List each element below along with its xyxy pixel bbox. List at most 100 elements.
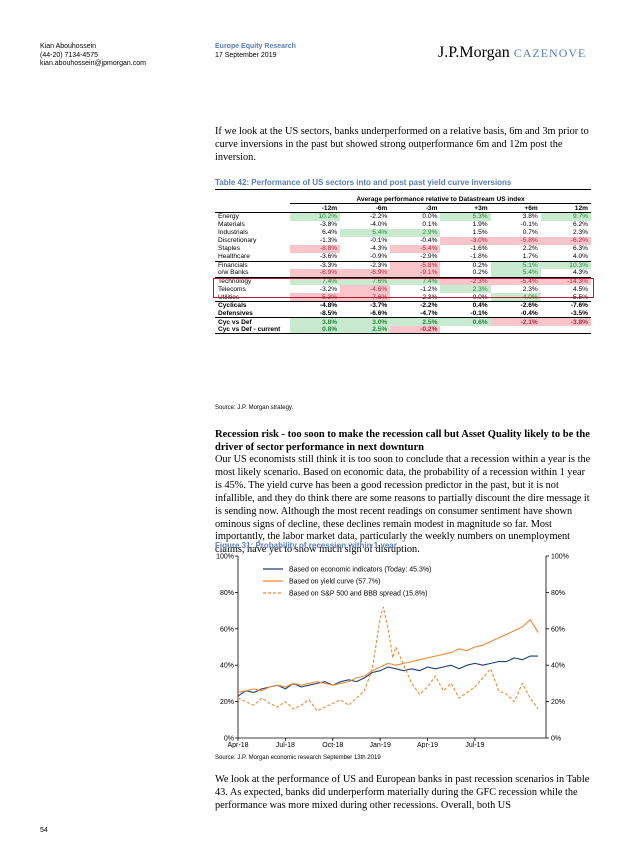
table-cell: -3.6% bbox=[319, 253, 338, 261]
table-cell: 3.8% bbox=[522, 213, 538, 221]
table-cell: -6.2% bbox=[540, 236, 591, 245]
table-cell: 4.5% bbox=[572, 285, 588, 293]
table-cell bbox=[490, 325, 541, 335]
table42-col-header: -6m bbox=[340, 204, 391, 213]
table-cell: 0.2% bbox=[472, 269, 488, 277]
table-row: Discretionary -1.3% -0.1% -0.4% -3.0% -5.8% -6… bbox=[215, 236, 591, 245]
table-cell: 1.5% bbox=[472, 229, 488, 237]
table-cell: 4.0% bbox=[572, 253, 588, 261]
table-row: Financials -3.3% -2.3% -5.8% 0.2% 5.1% 10.3% bbox=[215, 260, 591, 270]
row-label: Financials bbox=[215, 260, 290, 270]
table-cell: 9.7% bbox=[540, 212, 591, 221]
table-cell: -9.1% bbox=[390, 269, 441, 278]
table-cell: -0.9% bbox=[370, 253, 388, 261]
table42-header-row: -12m -6m -3m +3m +6m 12m bbox=[215, 204, 591, 213]
table-cell: 0.1% bbox=[422, 221, 438, 229]
table-cell: 6.2% bbox=[572, 221, 588, 229]
y-tick-label-right: 0% bbox=[551, 736, 561, 743]
table-cell: -4.0% bbox=[370, 221, 388, 229]
table-cell: 3.8% bbox=[289, 317, 341, 326]
table-cell: -2.3% bbox=[340, 260, 391, 270]
logo-sub: CAZENOVE bbox=[513, 46, 587, 60]
table-row: Defensives -8.5% -6.6% -4.7% -0.1% -0.4% -3.5% bbox=[215, 310, 591, 318]
economic-indicators-line bbox=[237, 655, 539, 697]
y-tick-label-right: 40% bbox=[551, 663, 565, 670]
row-label: Technology bbox=[215, 276, 290, 286]
yield-curve-line bbox=[237, 619, 539, 694]
banks-highlight-box bbox=[213, 278, 594, 298]
table-row: Technology 7.4% 7.6% 7.4% -2.3% -5.4% -14.3% bbox=[215, 276, 591, 286]
row-label: Telecoms bbox=[218, 285, 246, 293]
x-tick-label: Jul-18 bbox=[276, 742, 295, 748]
y-tick-label-left: 20% bbox=[220, 699, 234, 706]
table-cell bbox=[440, 325, 491, 335]
x-tick-label: Jul-19 bbox=[465, 742, 484, 748]
table-cell: -0.4% bbox=[420, 237, 438, 245]
table-row: Cyc vs Def 3.8% 3.0% 2.5% 0.6% -2.1% -3.8% bbox=[215, 317, 591, 326]
row-label: Staples bbox=[218, 245, 240, 253]
table-row: Staples -8.8% -4.3% -5.4% -1.6% 2.2% 6.3% bbox=[215, 244, 591, 253]
figure31-title: Figure 31: Probability of recession with… bbox=[215, 541, 397, 550]
table-cell: -8.5% bbox=[319, 309, 338, 317]
table-cell: 2.5% bbox=[340, 325, 391, 335]
table-cell: 2.3% bbox=[522, 285, 538, 293]
table-cell: -3.8% bbox=[319, 221, 338, 229]
table-cell: -5.4% bbox=[390, 244, 441, 253]
closing-paragraph: We look at the performance of US and Eur… bbox=[215, 774, 590, 811]
y-tick-label-right: 100% bbox=[551, 554, 569, 561]
legend-label: Based on S&P 500 and BBB spread (15.8%) bbox=[289, 591, 427, 598]
y-tick-label-left: 100% bbox=[216, 554, 234, 561]
table-cell: -1.6% bbox=[470, 245, 488, 253]
table-cell: 6.4% bbox=[322, 229, 338, 237]
table-row: Healthcare -3.6% -0.9% -2.9% -1.8% 1.7% 4.0% bbox=[215, 253, 591, 261]
table42-col-header: 12m bbox=[540, 204, 591, 213]
x-tick-label: Apr-18 bbox=[227, 742, 248, 748]
table-cell: 5.1% bbox=[490, 260, 541, 270]
table-cell: 2.9% bbox=[390, 228, 441, 237]
table-cell: 5.4% bbox=[490, 269, 541, 278]
publication-block: Europe Equity Research 17 September 2019 bbox=[215, 43, 296, 60]
table-cell: 7.4% bbox=[390, 276, 441, 286]
table-cell: -3.0% bbox=[440, 236, 491, 245]
table-cell: 6.3% bbox=[572, 245, 588, 253]
table-cell: 0.2% bbox=[440, 260, 491, 270]
table42-col-header: +6m bbox=[490, 204, 541, 213]
table-cell: 3.0% bbox=[340, 317, 391, 326]
table-cell: 4.3% bbox=[572, 269, 588, 277]
table-cell: 10.3% bbox=[540, 260, 591, 270]
x-tick-label: Jan-19 bbox=[369, 742, 391, 748]
table42-group-header: Average performance relative to Datastre… bbox=[356, 196, 525, 203]
table-cell: -2.3% bbox=[440, 276, 491, 286]
logo-main: J.P.Morgan bbox=[438, 44, 510, 61]
table-row: Energy 10.2% -2.2% 0.0% 5.3% 3.8% 9.7% bbox=[215, 212, 591, 221]
table-cell: 5.3% bbox=[440, 212, 491, 221]
x-tick-label: Apr-19 bbox=[417, 742, 438, 748]
table-cell: 0.8% bbox=[289, 325, 341, 335]
table-cell: -3.5% bbox=[570, 309, 588, 317]
table42-col-header: -3m bbox=[390, 204, 441, 213]
table42-source: Source: J.P. Morgan strategy. bbox=[215, 405, 294, 411]
table-row: Cyc vs Def - current 0.8% 2.5% -0.2% bbox=[215, 325, 591, 335]
table-cell: -4.3% bbox=[370, 245, 388, 253]
table-cell: 1.7% bbox=[522, 253, 538, 261]
table-row: Industrials 6.4% 5.4% 2.9% 1.5% 0.7% 2.3% bbox=[215, 228, 591, 237]
table-cell: 0.0% bbox=[422, 213, 438, 221]
table-cell: -5.4% bbox=[490, 276, 541, 286]
table-cell: 2.3% bbox=[440, 285, 491, 294]
table-cell: -3.2% bbox=[319, 285, 338, 293]
author-email[interactable]: kian.abouhossein@jpmorgan.com bbox=[40, 60, 146, 68]
y-tick-label-right: 60% bbox=[551, 626, 565, 633]
table-cell: -5.8% bbox=[490, 236, 541, 245]
table42-top-rule bbox=[215, 189, 591, 190]
table-cell: -4.6% bbox=[340, 285, 391, 294]
author-name: Kian Abouhossein bbox=[40, 43, 97, 50]
legend-label: Based on economic indicators (Today: 45.… bbox=[289, 567, 431, 574]
table-cell: -0.1% bbox=[470, 309, 488, 317]
table-cell: 2.3% bbox=[572, 229, 588, 237]
table-cell: -5.8% bbox=[390, 260, 441, 270]
intro-paragraph: If we look at the US sectors, banks unde… bbox=[215, 126, 589, 163]
table-cell: -0.4% bbox=[520, 309, 538, 317]
table42-header-blank bbox=[215, 204, 290, 213]
table-cell: -3.7% bbox=[340, 301, 391, 310]
section-heading: Recession risk - too soon to make the re… bbox=[215, 429, 590, 453]
